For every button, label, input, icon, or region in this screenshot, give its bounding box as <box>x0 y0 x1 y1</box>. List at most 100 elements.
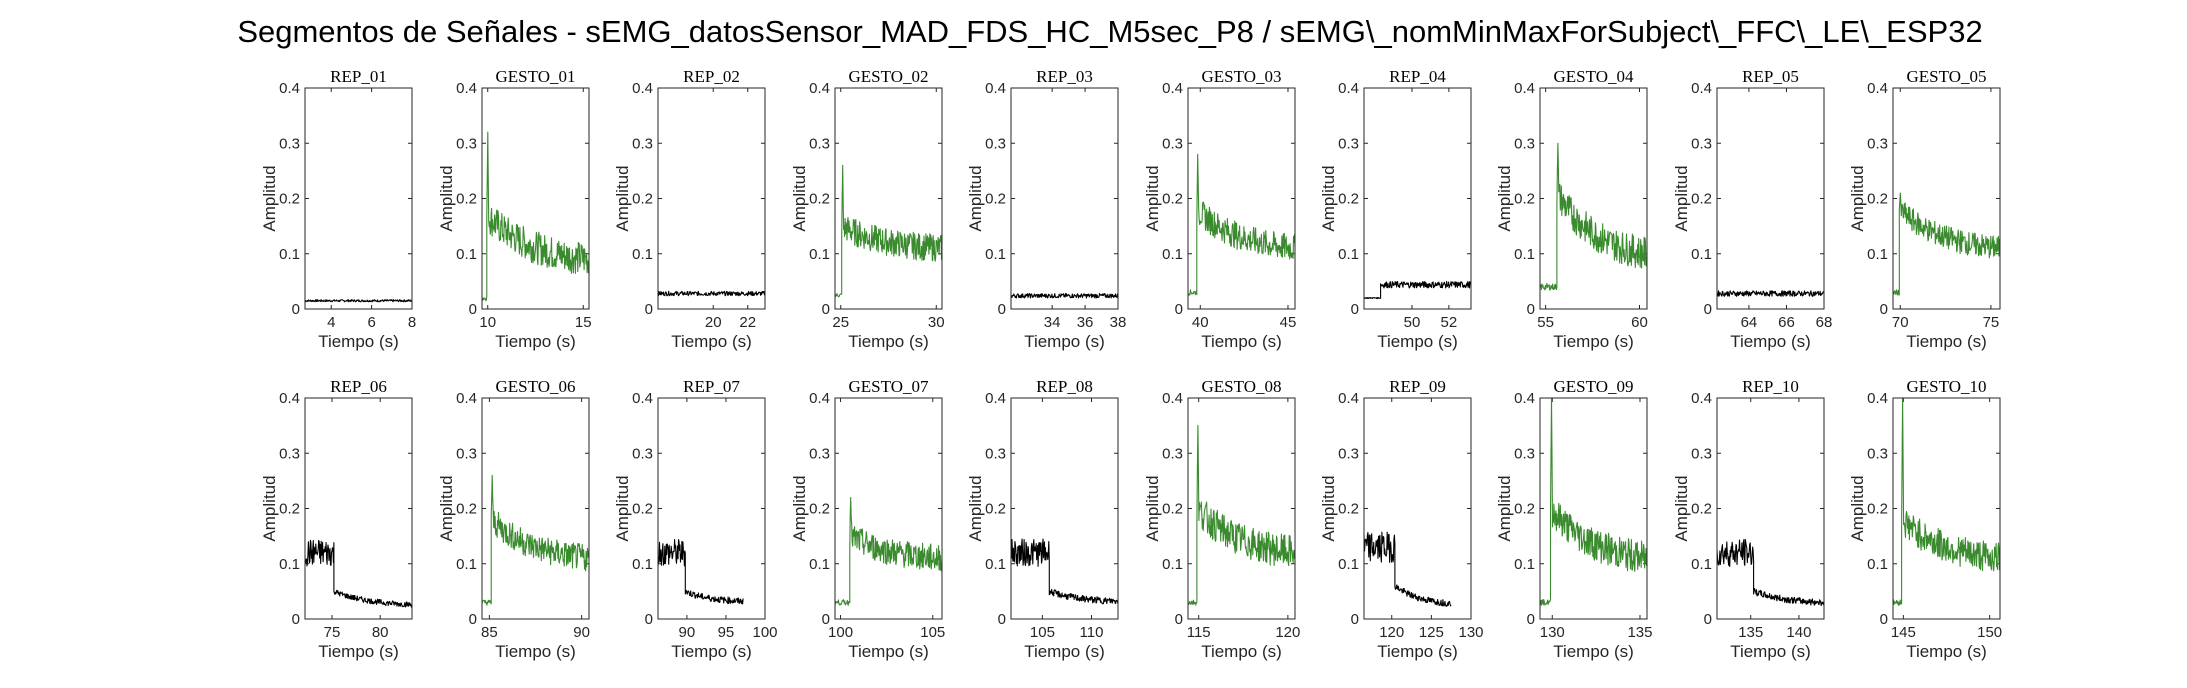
panel-title-rep-09: REP_09 <box>1389 377 1446 396</box>
ytick-label-rep-06: 0.4 <box>279 390 300 407</box>
xlabel-rep-01: Tiempo (s) <box>318 332 399 351</box>
ytick-label-gesto-06: 0.2 <box>456 501 477 518</box>
ytick-label-gesto-05: 0 <box>1880 301 1888 318</box>
xtick-label-gesto-03: 45 <box>1280 314 1297 331</box>
axes-box-gesto-05 <box>1892 87 2001 310</box>
xtick-label-rep-07: 95 <box>718 624 735 641</box>
xtick-label-rep-07: 100 <box>752 624 777 641</box>
ytick-label-rep-09: 0.4 <box>1338 390 1359 407</box>
ytick-label-gesto-10: 0.1 <box>1867 556 1888 573</box>
ytick-label-gesto-03: 0.2 <box>1162 191 1183 208</box>
xtick-label-rep-07: 90 <box>679 624 696 641</box>
xtick-label-gesto-04: 60 <box>1631 314 1648 331</box>
ytick-label-gesto-03: 0.4 <box>1162 80 1183 97</box>
series-line-gesto-07 <box>834 496 943 606</box>
xtick-label-gesto-06: 90 <box>573 624 590 641</box>
xtick-label-gesto-05: 75 <box>1983 314 2000 331</box>
ytick-label-gesto-01: 0.1 <box>456 246 477 263</box>
ytick-label-gesto-08: 0.1 <box>1162 556 1183 573</box>
ytick-label-gesto-10: 0 <box>1880 611 1888 628</box>
xlabel-rep-07: Tiempo (s) <box>671 642 752 661</box>
xtick-label-gesto-03: 40 <box>1192 314 1209 331</box>
panel-title-gesto-02: GESTO_02 <box>849 67 929 86</box>
series-line-gesto-01 <box>481 131 590 302</box>
xtick-label-gesto-01: 10 <box>479 314 496 331</box>
ytick-label-rep-08: 0.3 <box>985 445 1006 462</box>
series-line-gesto-09 <box>1539 397 1648 606</box>
ytick-label-gesto-06: 0.3 <box>456 445 477 462</box>
xtick-label-gesto-10: 145 <box>1891 624 1916 641</box>
ytick-label-rep-10: 0.2 <box>1691 501 1712 518</box>
series-line-gesto-08 <box>1187 425 1296 606</box>
ytick-label-rep-10: 0 <box>1704 611 1712 628</box>
ytick-label-gesto-01: 0.3 <box>456 135 477 152</box>
xlabel-rep-03: Tiempo (s) <box>1024 332 1105 351</box>
xtick-label-rep-09: 130 <box>1458 624 1483 641</box>
ytick-label-rep-05: 0.1 <box>1691 246 1712 263</box>
xlabel-gesto-04: Tiempo (s) <box>1553 332 1634 351</box>
ytick-label-gesto-06: 0 <box>469 611 477 628</box>
xtick-label-rep-02: 20 <box>705 314 722 331</box>
ylabel-gesto-08: Amplitud <box>1143 475 1162 541</box>
panel-title-gesto-06: GESTO_06 <box>496 377 576 396</box>
ylabel-gesto-04: Amplitud <box>1495 165 1514 231</box>
xtick-label-gesto-02: 25 <box>832 314 849 331</box>
panel-title-rep-08: REP_08 <box>1036 377 1093 396</box>
xlabel-rep-05: Tiempo (s) <box>1730 332 1811 351</box>
ytick-label-gesto-04: 0.4 <box>1514 80 1535 97</box>
ylabel-rep-01: Amplitud <box>260 165 279 231</box>
panel-title-gesto-04: GESTO_04 <box>1554 67 1634 86</box>
panel-title-gesto-08: GESTO_08 <box>1202 377 1282 396</box>
axes-box-gesto-03 <box>1187 87 1296 310</box>
ytick-label-rep-09: 0.1 <box>1338 556 1359 573</box>
ylabel-gesto-07: Amplitud <box>790 475 809 541</box>
series-line-gesto-02 <box>834 164 943 298</box>
panel-title-gesto-01: GESTO_01 <box>496 67 576 86</box>
xlabel-gesto-03: Tiempo (s) <box>1201 332 1282 351</box>
xlabel-rep-04: Tiempo (s) <box>1377 332 1458 351</box>
ylabel-rep-04: Amplitud <box>1319 165 1338 231</box>
ytick-label-rep-09: 0 <box>1351 611 1359 628</box>
panel-title-gesto-10: GESTO_10 <box>1907 377 1987 396</box>
ytick-label-rep-08: 0.4 <box>985 390 1006 407</box>
ytick-label-rep-08: 0.2 <box>985 501 1006 518</box>
series-line-gesto-05 <box>1892 192 2001 296</box>
ytick-label-gesto-03: 0.3 <box>1162 135 1183 152</box>
ytick-label-gesto-04: 0.1 <box>1514 246 1535 263</box>
panel-rep-05: REP_05 0 0.1 0.2 0.3 0.4 64 66 68 Tiempo (s) Ampli… <box>1672 67 1832 351</box>
series-line-rep-02 <box>657 290 766 297</box>
panel-title-rep-03: REP_03 <box>1036 67 1093 86</box>
xlabel-gesto-07: Tiempo (s) <box>848 642 929 661</box>
panel-title-gesto-09: GESTO_09 <box>1554 377 1634 396</box>
ytick-label-rep-01: 0.4 <box>279 80 300 97</box>
panel-title-gesto-05: GESTO_05 <box>1907 67 1987 86</box>
ytick-label-rep-02: 0.1 <box>632 246 653 263</box>
ylabel-rep-03: Amplitud <box>966 165 985 231</box>
series-line-rep-01 <box>304 299 413 303</box>
figure-title: Segmentos de Señales - sEMG_datosSensor_… <box>237 14 1982 49</box>
xtick-label-gesto-09: 135 <box>1627 624 1652 641</box>
ytick-label-rep-08: 0.1 <box>985 556 1006 573</box>
ytick-label-rep-03: 0.1 <box>985 246 1006 263</box>
ylabel-gesto-06: Amplitud <box>437 475 456 541</box>
ytick-label-rep-08: 0 <box>998 611 1006 628</box>
ytick-label-rep-10: 0.4 <box>1691 390 1712 407</box>
xlabel-gesto-08: Tiempo (s) <box>1201 642 1282 661</box>
ytick-label-rep-01: 0 <box>292 301 300 318</box>
xtick-label-gesto-10: 150 <box>1977 624 2002 641</box>
xtick-label-rep-03: 34 <box>1044 314 1061 331</box>
axes-box-gesto-01 <box>481 87 590 310</box>
axes-box-gesto-07 <box>834 397 943 620</box>
panel-title-gesto-07: GESTO_07 <box>849 377 929 396</box>
panel-title-rep-02: REP_02 <box>683 67 740 86</box>
ytick-label-gesto-01: 0 <box>469 301 477 318</box>
ytick-label-gesto-09: 0.1 <box>1514 556 1535 573</box>
ytick-label-rep-05: 0.2 <box>1691 191 1712 208</box>
